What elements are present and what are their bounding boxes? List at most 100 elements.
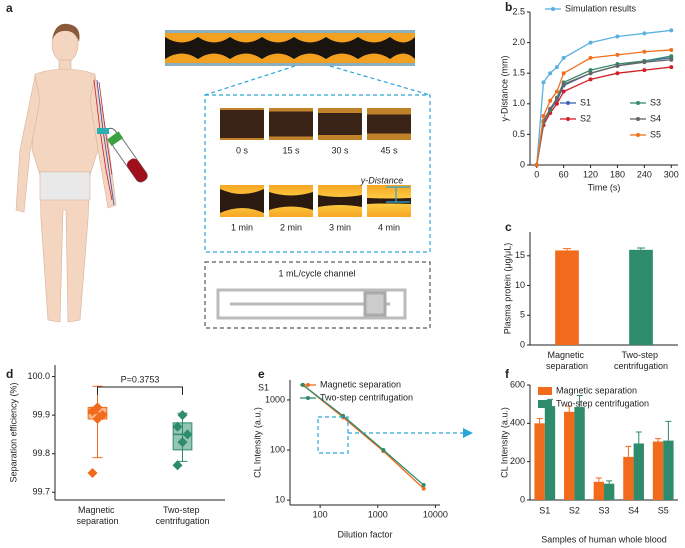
x-tick-label: 0 xyxy=(534,169,539,179)
panel-label: c xyxy=(505,220,512,234)
x-axis-label: Samples of human whole blood xyxy=(541,534,667,544)
legend-label: Two-step centrifugation xyxy=(320,392,413,402)
point xyxy=(669,65,674,70)
point xyxy=(669,28,674,33)
x-tick-label: 180 xyxy=(610,169,625,179)
legend-label: Magnetic separation xyxy=(556,385,637,395)
human-figure xyxy=(15,23,117,323)
point xyxy=(561,89,566,94)
frame-dark xyxy=(318,195,362,207)
channel-box xyxy=(204,261,431,329)
point xyxy=(554,89,559,94)
error-bar xyxy=(606,480,613,484)
time-label: 15 s xyxy=(282,145,300,155)
y-tick-label: 99.8 xyxy=(32,448,50,458)
point xyxy=(554,96,559,101)
error-bar xyxy=(655,438,662,442)
series-line xyxy=(536,57,672,166)
y-tick-label: 0.5 xyxy=(512,129,525,139)
legend-marker xyxy=(306,396,310,400)
x-tick-label: S2 xyxy=(569,505,580,515)
point xyxy=(561,71,566,76)
zoom-box xyxy=(204,65,431,253)
panel-a: a 1 mL/cycle channel 0 s 15 s 30 s 45 s 1 mi… xyxy=(6,1,431,329)
frame-band xyxy=(367,108,411,115)
y-tick-label: 1.5 xyxy=(512,68,525,78)
bar xyxy=(604,483,615,500)
point xyxy=(541,80,546,85)
blood-tube xyxy=(107,131,148,183)
point xyxy=(548,71,553,76)
x-axis-label: Dilution factor xyxy=(337,529,392,539)
point xyxy=(300,382,305,387)
error-bar xyxy=(576,395,583,408)
point xyxy=(182,429,193,440)
error-bar xyxy=(637,247,645,250)
x-tick-label: 300 xyxy=(664,169,679,179)
bar xyxy=(544,406,556,500)
x-tick-label: 1000 xyxy=(368,509,388,519)
channel-strip xyxy=(165,30,415,66)
error-bar xyxy=(625,445,632,457)
x-tick-label: S5 xyxy=(658,505,669,515)
channel-label: 1 mL/cycle channel xyxy=(278,268,355,278)
label-line: Magnetic xyxy=(78,505,117,515)
y-tick-label: 10 xyxy=(515,280,525,290)
frame-dark xyxy=(269,192,313,210)
point xyxy=(87,468,98,478)
charts: b 0 0.5 1.0 1.5 2.0 2.5 y-Distance (mm) 0 60 120 18… xyxy=(6,0,679,544)
legend-label: S5 xyxy=(650,129,661,139)
y-tick-label: 5 xyxy=(520,310,525,320)
legend-label: Magnetic separation xyxy=(320,379,401,389)
time-label: 45 s xyxy=(380,145,398,155)
frame-band xyxy=(367,133,411,140)
x-tick-label: Magnetic separation xyxy=(546,350,588,371)
x-tick-label: S3 xyxy=(598,505,609,515)
error-bar xyxy=(566,405,573,412)
y-tick-label: 1000 xyxy=(265,394,285,404)
x-tick-label: 240 xyxy=(637,169,652,179)
bar xyxy=(623,456,634,500)
legend-marker xyxy=(636,117,640,121)
point xyxy=(615,63,620,68)
legend-marker xyxy=(636,133,640,137)
annotation: P=0.3753 xyxy=(121,374,160,384)
label-line: separation xyxy=(76,516,118,526)
error-bar xyxy=(635,431,642,444)
point xyxy=(172,460,183,471)
y-tick-label: 200 xyxy=(510,456,525,466)
bar xyxy=(633,443,644,500)
blood-vessels xyxy=(93,79,115,206)
panel-label: d xyxy=(6,367,13,381)
cuff xyxy=(97,128,109,134)
point xyxy=(421,486,426,491)
point xyxy=(642,68,647,73)
bar xyxy=(663,440,674,500)
point xyxy=(588,40,593,45)
y-tick-label: 0 xyxy=(520,339,525,349)
y-tick-label: 10 xyxy=(275,495,285,505)
label-line: Magnetic xyxy=(547,350,586,360)
frame-band xyxy=(269,136,313,140)
y-tick-label: 2.0 xyxy=(512,37,525,47)
frame-band xyxy=(220,108,264,110)
point xyxy=(561,82,566,87)
time-label: 3 min xyxy=(329,222,351,232)
x-tick-label: S1 xyxy=(539,505,550,515)
legend-swatch xyxy=(538,387,552,395)
y-tick-label: 99.7 xyxy=(32,487,50,497)
point xyxy=(561,55,566,60)
y-axis-label: Separation efficiency (%) xyxy=(8,383,18,483)
frame xyxy=(318,108,362,140)
legend-marker xyxy=(636,101,640,105)
point xyxy=(615,52,620,57)
time-lapse: 0 s 15 s 30 s 45 s 1 min 2 min 3 min 4 min y-Dis… xyxy=(220,108,411,232)
y-axis-label: CL Intensity (a.u.) xyxy=(252,407,262,478)
legend-label: Simulation results xyxy=(565,3,637,13)
legend-label: S2 xyxy=(580,113,591,123)
legend-label: S4 xyxy=(650,113,661,123)
point xyxy=(588,55,593,60)
x-tick-label: 120 xyxy=(583,169,598,179)
legend-swatch xyxy=(538,400,552,408)
